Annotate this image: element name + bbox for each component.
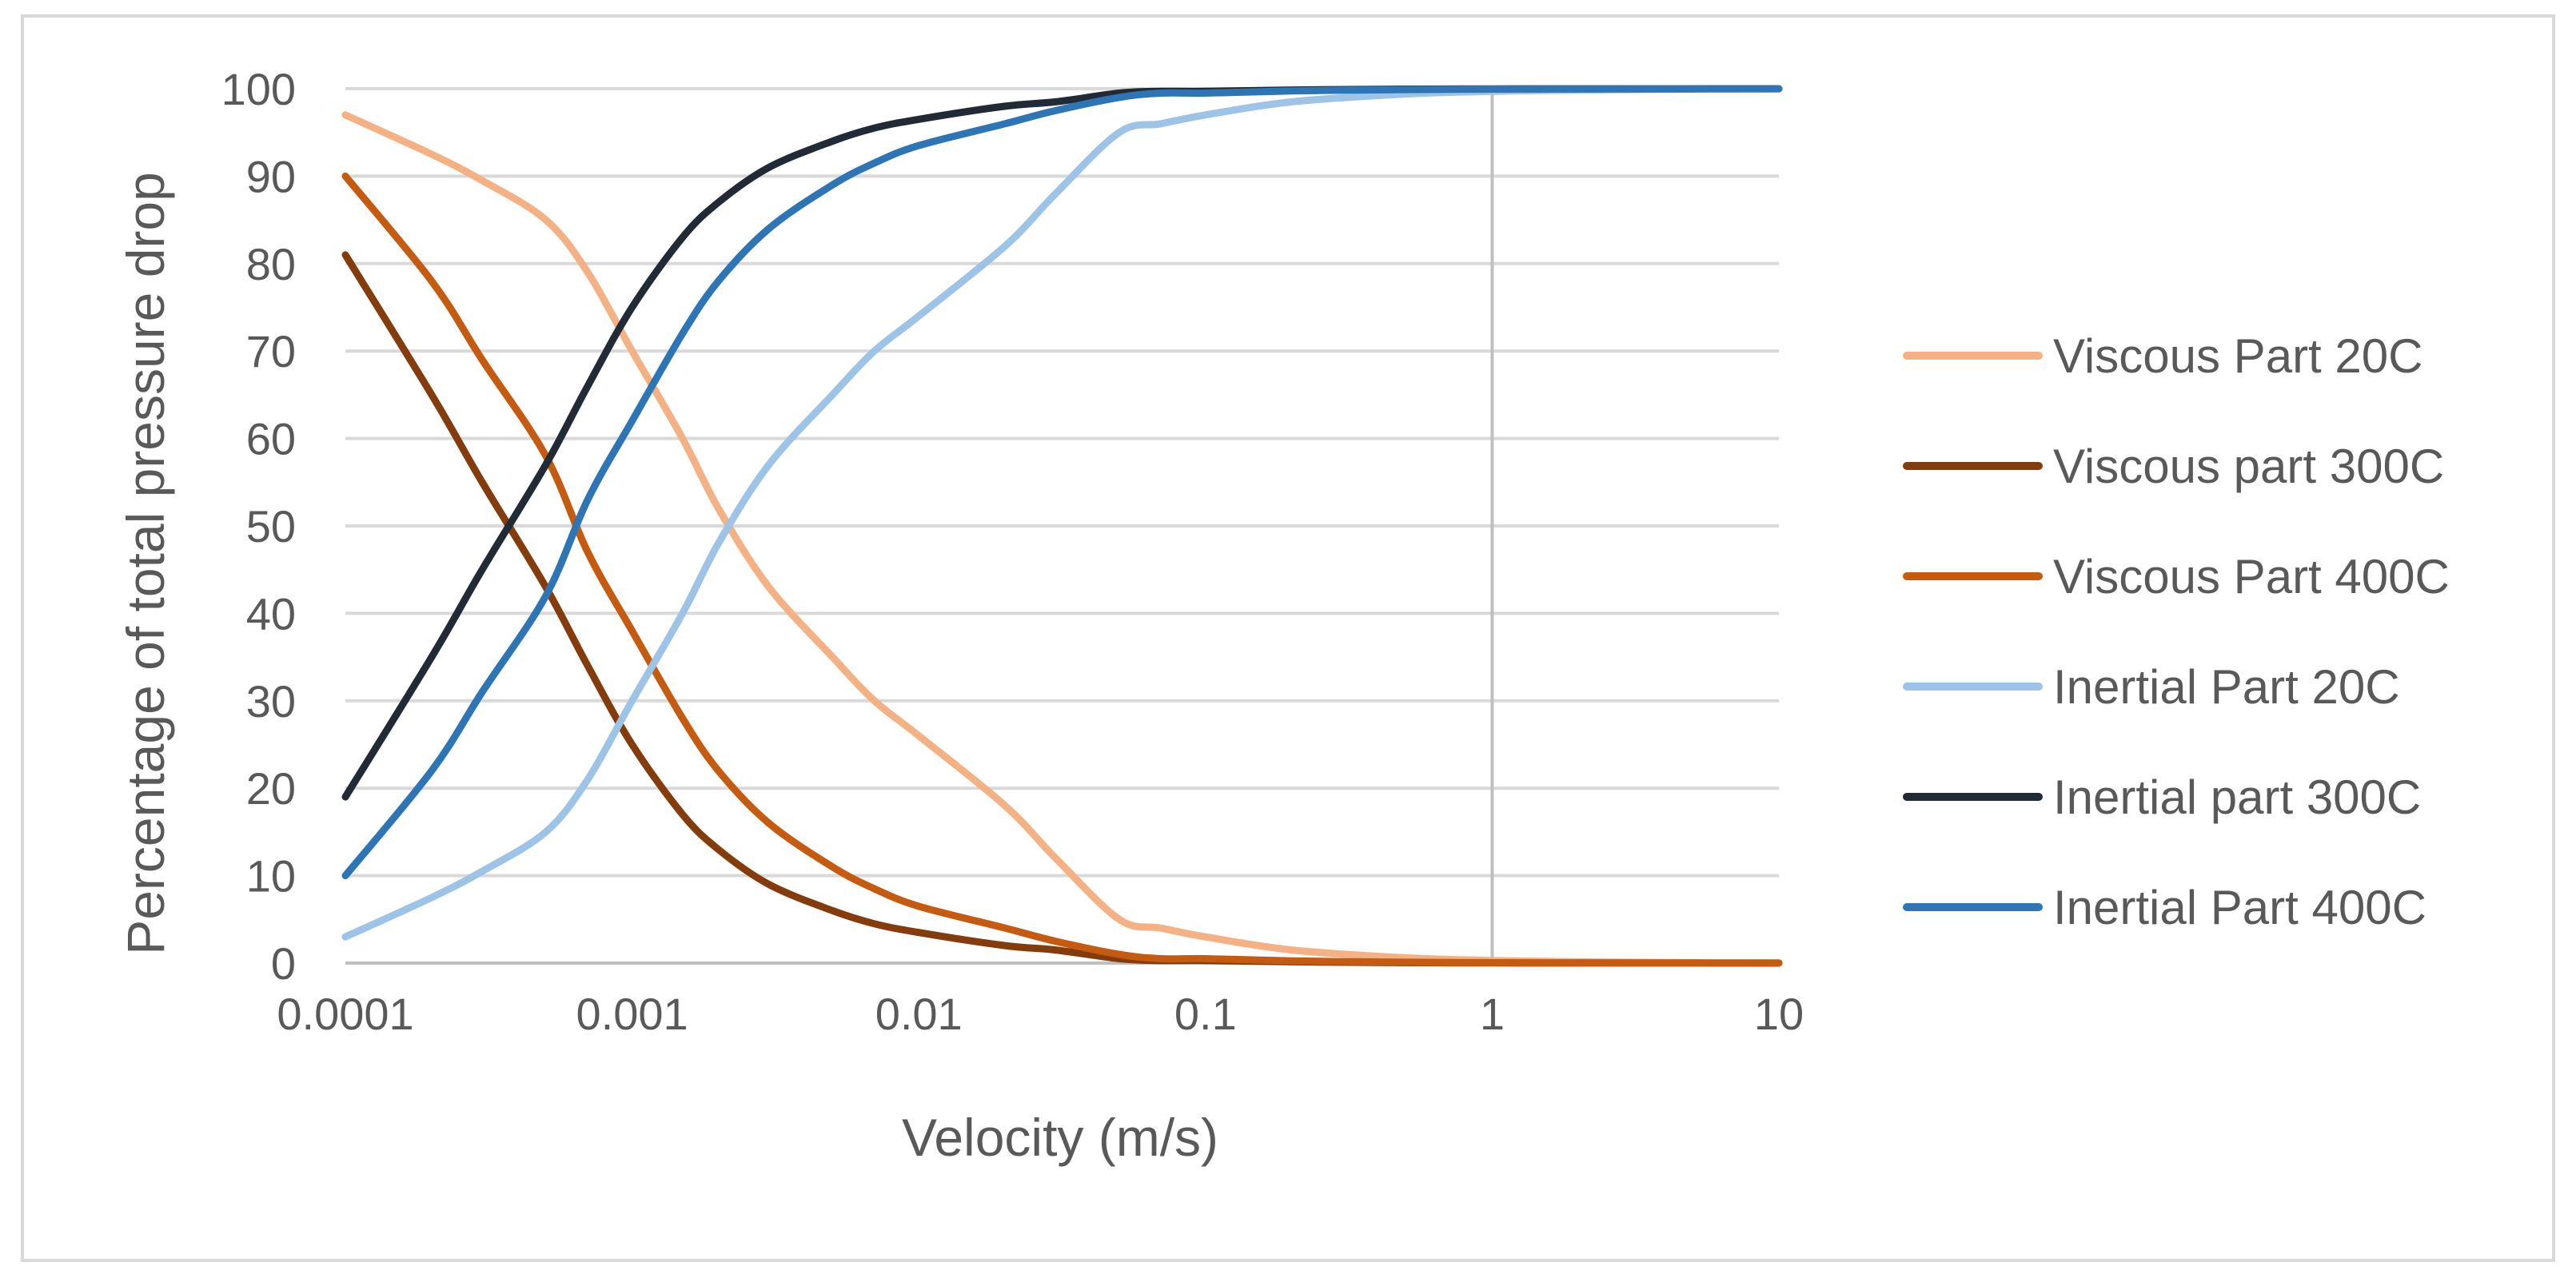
legend: Viscous Part 20C Viscous part 300C Viscous… [1903,329,2450,934]
grid-lines [345,87,1779,963]
series-line-4 [341,85,1783,941]
y-tick-label: 90 [246,151,296,201]
series-line-1 [341,111,1783,967]
x-tick-label: 0.1 [1174,989,1237,1039]
x-tick-label: 0.0001 [277,989,413,1039]
legend-label: Viscous Part 400C [2053,550,2450,603]
legend-label: Inertial Part 400C [2053,881,2426,934]
series-line-6 [341,85,1783,880]
y-tick-label: 60 [246,414,296,464]
series-line-5 [341,85,1783,801]
y-tick-label: 100 [221,64,296,114]
legend-label: Inertial Part 20C [2053,660,2400,714]
legend-label: Inertial part 300C [2053,770,2421,824]
y-tick-label: 20 [246,763,296,814]
legend-label: Viscous part 300C [2053,440,2444,493]
series-line-2 [341,251,1783,967]
y-tick-label: 70 [246,326,296,376]
series-lines [341,85,1783,967]
x-tick-label: 0.01 [875,989,963,1039]
x-tick-label: 10 [1754,989,1804,1039]
legend-label: Viscous Part 20C [2053,329,2422,383]
y-axis-title: Percentage of total pressure drop [116,172,175,955]
tick-labels: 0 10 20 30 40 50 60 70 80 90 100 0.0001 0.001 0.01 0.1… [221,64,1804,1039]
y-tick-label: 0 [271,938,296,989]
y-tick-label: 80 [246,239,296,289]
y-tick-label: 50 [246,501,296,551]
y-tick-label: 10 [246,851,296,902]
x-axis-title: Velocity (m/s) [902,1108,1218,1167]
y-tick-label: 40 [246,588,296,639]
x-tick-label: 1 [1480,989,1505,1039]
x-tick-label: 0.001 [576,989,688,1039]
y-tick-label: 30 [246,676,296,727]
